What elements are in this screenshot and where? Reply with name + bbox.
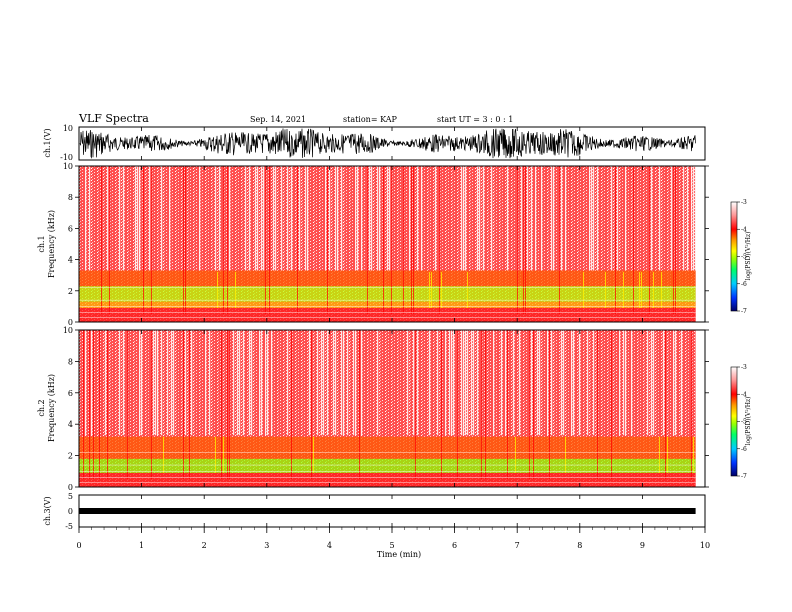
ch1-waveform-panel: 10 -10 ch.1(V) <box>43 124 706 162</box>
xtick-label: 5 <box>389 541 394 550</box>
ch2-spectrogram-image <box>79 330 705 487</box>
colorbar-tick-label: -7 <box>741 473 747 480</box>
ytick-label: 6 <box>68 389 73 398</box>
ytick-label: 0 <box>68 483 73 492</box>
ch2-spectrogram-yticks: 0 2 4 6 8 10 <box>63 326 709 492</box>
ch1-ytick-top: 10 <box>63 124 73 133</box>
xtick-label: 7 <box>515 541 520 550</box>
ch3-ytick-bottom: -5 <box>65 522 73 531</box>
xtick-label: 2 <box>202 541 207 550</box>
xtick-label: 10 <box>700 541 710 550</box>
ch2-spec-label-top: ch.2 <box>37 399 46 416</box>
xtick-label: 8 <box>577 541 582 550</box>
ytick-label: 0 <box>68 318 73 327</box>
x-axis-label: Time (min) <box>377 550 421 559</box>
ch1-spectrogram-image <box>79 166 705 322</box>
date-label: Sep. 14, 2021 <box>250 115 306 124</box>
ch2-colorbar-label: log(PSD)(V²/Hz) <box>745 397 752 446</box>
ytick-label: 4 <box>68 256 73 265</box>
ch1-waveform-line <box>79 128 696 159</box>
ytick-label: 6 <box>68 224 73 233</box>
xtick-label: 0 <box>76 541 81 550</box>
ch3-waveform-panel: 5 0 -5 ch.3(V) <box>43 492 706 531</box>
xtick-label: 3 <box>264 541 269 550</box>
colorbar-tick-label: -5 <box>741 254 747 261</box>
ytick-label: 8 <box>68 193 73 202</box>
colorbar-tick-label: -5 <box>741 419 747 426</box>
xtick-label: 4 <box>327 541 332 550</box>
ch1-spectrogram-panel: 0 2 4 6 8 10 ch.1 Frequency (kHz) <box>37 162 709 327</box>
colorbar-tick-label: -3 <box>741 199 747 206</box>
ch1-ytick-bottom: -10 <box>60 153 73 162</box>
start-time-label: start UT = 3 : 0 : 1 <box>437 115 513 124</box>
ch1-spec-label-top: ch.1 <box>37 235 46 252</box>
xtick-label: 9 <box>640 541 645 550</box>
ytick-label: 2 <box>68 452 73 461</box>
ch1-colorbar-label: log(PSD)(V²/Hz) <box>745 232 752 281</box>
ch1-ylabel: ch.1(V) <box>43 128 52 157</box>
ch2-colorbar: -3 -4 -5 -6 -7 log(PSD)(V²/Hz) <box>730 364 752 480</box>
xtick-label: 6 <box>452 541 457 550</box>
colorbar-tick-label: -4 <box>741 391 747 398</box>
ch2-spec-ylabel: Frequency (kHz) <box>47 374 56 442</box>
colorbar-tick-label: -6 <box>741 281 747 288</box>
ch3-ylabel: ch.3(V) <box>43 496 52 525</box>
ch1-spec-ylabel: Frequency (kHz) <box>47 210 56 278</box>
ytick-label: 2 <box>68 287 73 296</box>
xtick-label: 1 <box>139 541 144 550</box>
colorbar-tick-label: -4 <box>741 226 747 233</box>
ytick-label: 10 <box>63 326 73 335</box>
colorbar-tick-label: -3 <box>741 364 747 371</box>
ytick-label: 4 <box>68 420 73 429</box>
ytick-label: 10 <box>63 162 73 171</box>
figure-title: VLF Spectra <box>78 112 149 125</box>
ch1-colorbar: -3 -4 -5 -6 -7 log(PSD)(V²/Hz) <box>730 199 752 315</box>
ch3-waveform-line <box>79 508 696 514</box>
colorbar-tick-label: -7 <box>741 308 747 315</box>
ytick-label: 8 <box>68 357 73 366</box>
ch3-ytick-top: 5 <box>68 492 73 501</box>
ch3-ytick-mid: 0 <box>68 507 73 516</box>
ch1-spectrogram-yticks: 0 2 4 6 8 10 <box>63 162 709 327</box>
ch2-spectrogram-panel: 0 2 4 6 8 10 ch.2 Frequency (kHz) <box>37 326 709 492</box>
station-label: station= KAP <box>343 115 398 124</box>
time-axis: 0 1 2 3 4 5 6 7 8 9 10 <box>76 127 710 550</box>
colorbar-tick-label: -6 <box>741 446 747 453</box>
